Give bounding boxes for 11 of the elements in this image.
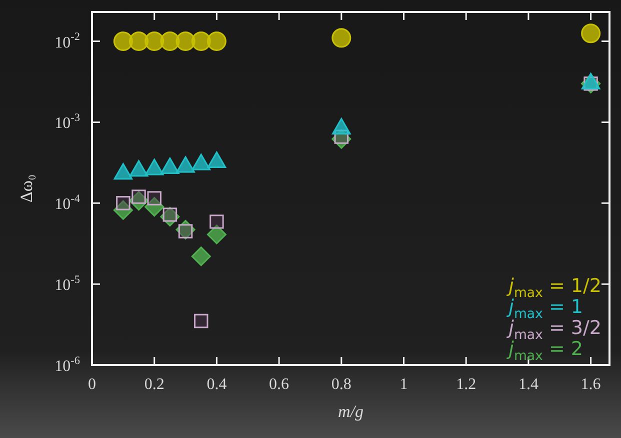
x-tick-label: 1.6 [580, 376, 601, 393]
x-tick-label: 0.4 [206, 376, 227, 393]
x-tick-label: 0.2 [144, 376, 164, 393]
x-tick-label: 1 [400, 376, 408, 393]
x-tick-label: 0.8 [331, 376, 352, 393]
x-tick-label: 1.2 [456, 376, 476, 393]
y-axis-title: Δω₀ [17, 174, 36, 203]
x-tick-label: 0.6 [269, 376, 290, 393]
x-axis-title: m/g [338, 402, 364, 421]
x-tick-label: 1.4 [518, 376, 538, 393]
x-tick-label: 0 [88, 376, 96, 393]
